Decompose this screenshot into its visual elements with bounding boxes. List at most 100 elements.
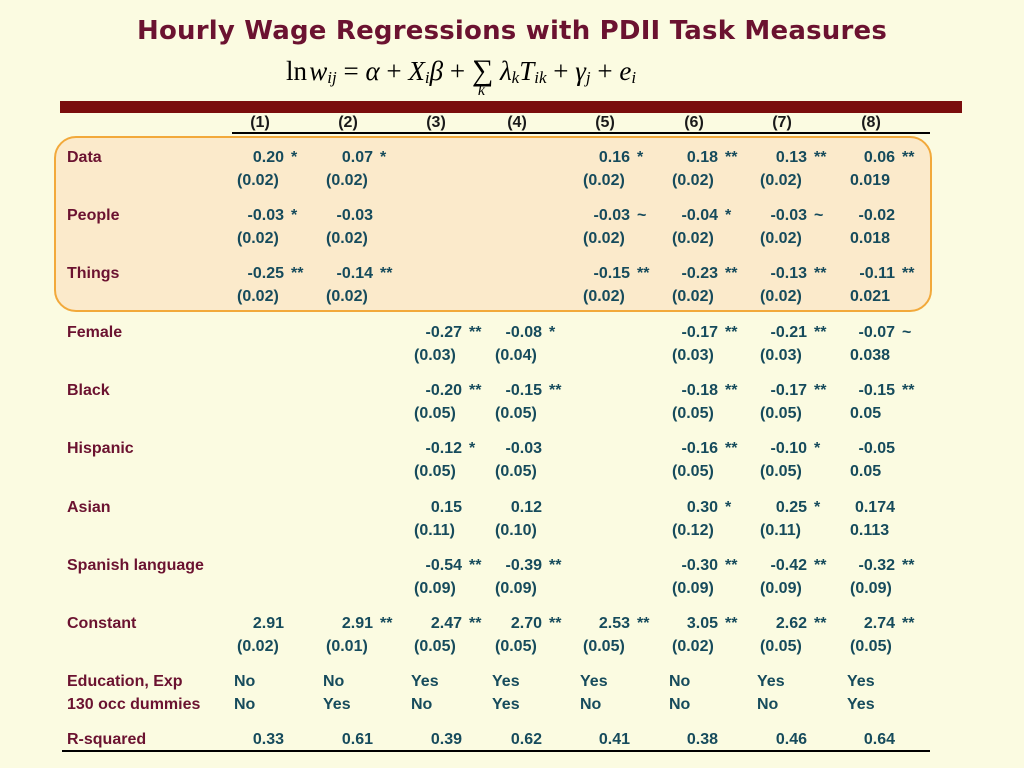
significance-marker: ** bbox=[902, 615, 915, 632]
standard-error: (0.02) bbox=[326, 288, 368, 305]
control-value: No bbox=[411, 696, 433, 713]
rsquared-value: 0.33 bbox=[252, 731, 284, 748]
significance-marker: ~ bbox=[637, 207, 647, 224]
significance-marker: ** bbox=[814, 324, 827, 341]
standard-error: (0.02) bbox=[760, 288, 802, 305]
standard-error: (0.05) bbox=[672, 463, 714, 480]
standard-error: (0.05) bbox=[850, 638, 892, 655]
coefficient: -0.27 bbox=[425, 324, 462, 341]
significance-marker: ** bbox=[380, 265, 393, 282]
standard-error: (0.05) bbox=[495, 638, 537, 655]
significance-marker: ** bbox=[637, 615, 650, 632]
standard-error: (0.02) bbox=[326, 172, 368, 189]
control-value: Yes bbox=[580, 673, 608, 690]
column-header: (6) bbox=[684, 114, 704, 131]
control-value: No bbox=[580, 696, 602, 713]
significance-marker: ** bbox=[814, 265, 827, 282]
regression-equation: ln wij = α + Xiβ + ∑ k λkTik + γj + ei bbox=[286, 54, 637, 99]
control-value: No bbox=[669, 673, 691, 690]
coefficient: 0.06 bbox=[863, 149, 895, 166]
significance-marker: ** bbox=[725, 324, 738, 341]
standard-error: (0.02) bbox=[237, 172, 279, 189]
control-value: Yes bbox=[411, 673, 439, 690]
coefficient: -0.13 bbox=[770, 265, 807, 282]
standard-error: (0.03) bbox=[760, 347, 802, 364]
standard-error: (0.02) bbox=[237, 638, 279, 655]
coefficient: -0.03 bbox=[770, 207, 807, 224]
coefficient: -0.23 bbox=[681, 265, 718, 282]
significance-marker: ** bbox=[549, 557, 562, 574]
coefficient: -0.25 bbox=[247, 265, 284, 282]
row-label: Female bbox=[67, 324, 123, 341]
coefficient: -0.07 bbox=[858, 324, 895, 341]
rsquared-value: 0.64 bbox=[863, 731, 895, 748]
standard-error: (0.05) bbox=[414, 463, 456, 480]
column-header: (8) bbox=[861, 114, 881, 131]
rsquared-value: 0.39 bbox=[430, 731, 462, 748]
standard-error: (0.09) bbox=[672, 580, 714, 597]
standard-error: (0.05) bbox=[495, 405, 537, 422]
coefficient: 2.74 bbox=[863, 615, 895, 632]
significance-marker: * bbox=[814, 499, 821, 516]
coefficient: -0.39 bbox=[505, 557, 542, 574]
coefficient: 0.30 bbox=[686, 499, 718, 516]
row-label: Things bbox=[67, 265, 120, 282]
significance-marker: ** bbox=[469, 557, 482, 574]
significance-marker: ** bbox=[549, 382, 562, 399]
coefficient: -0.15 bbox=[593, 265, 630, 282]
standard-error: (0.04) bbox=[495, 347, 537, 364]
significance-marker: ** bbox=[637, 265, 650, 282]
standard-error: (0.11) bbox=[414, 522, 455, 539]
standard-error: (0.01) bbox=[326, 638, 368, 655]
coefficient: -0.12 bbox=[425, 440, 462, 457]
control-value: Yes bbox=[323, 696, 351, 713]
coefficient: 0.20 bbox=[252, 149, 284, 166]
standard-error: (0.02) bbox=[760, 172, 802, 189]
control-value: Yes bbox=[847, 673, 875, 690]
coefficient: 2.62 bbox=[775, 615, 807, 632]
significance-marker: ** bbox=[469, 324, 482, 341]
control-value: Yes bbox=[492, 673, 520, 690]
slide-title: Hourly Wage Regressions with PDII Task M… bbox=[136, 16, 888, 46]
significance-marker: ** bbox=[469, 382, 482, 399]
significance-marker: ** bbox=[725, 615, 738, 632]
significance-marker: * bbox=[469, 440, 476, 457]
coefficient: -0.11 bbox=[859, 265, 895, 282]
standard-error: (0.09) bbox=[414, 580, 456, 597]
standard-error: (0.02) bbox=[672, 172, 714, 189]
standard-error: (0.02) bbox=[672, 230, 714, 247]
coefficient: 0.13 bbox=[775, 149, 807, 166]
coefficient: -0.02 bbox=[858, 207, 895, 224]
significance-marker: ** bbox=[380, 615, 393, 632]
significance-marker: * bbox=[725, 207, 732, 224]
standard-error: (0.05) bbox=[414, 405, 456, 422]
coefficient: 0.07 bbox=[341, 149, 373, 166]
coefficient: 0.18 bbox=[686, 149, 718, 166]
significance-marker: ** bbox=[725, 440, 738, 457]
coefficient: -0.03 bbox=[593, 207, 630, 224]
row-label: Data bbox=[67, 149, 102, 166]
standard-error: (0.02) bbox=[583, 172, 625, 189]
standard-error: 0.019 bbox=[850, 172, 891, 189]
significance-marker: ** bbox=[291, 265, 304, 282]
significance-marker: ** bbox=[814, 615, 827, 632]
coefficient: -0.18 bbox=[681, 382, 718, 399]
standard-error: 0.05 bbox=[850, 405, 882, 422]
control-value: No bbox=[234, 673, 256, 690]
row-label: People bbox=[67, 207, 120, 224]
coefficient: 3.05 bbox=[686, 615, 718, 632]
coefficient: 0.15 bbox=[430, 499, 462, 516]
coefficient: -0.42 bbox=[770, 557, 807, 574]
coefficient: 2.53 bbox=[598, 615, 630, 632]
coefficient: 0.12 bbox=[510, 499, 542, 516]
standard-error: (0.10) bbox=[495, 522, 537, 539]
column-header: (4) bbox=[507, 114, 527, 131]
significance-marker: * bbox=[380, 149, 387, 166]
coefficient: -0.20 bbox=[425, 382, 462, 399]
control-value: No bbox=[234, 696, 256, 713]
significance-marker: ~ bbox=[814, 207, 824, 224]
header-rule bbox=[232, 132, 930, 134]
significance-marker: ** bbox=[725, 557, 738, 574]
significance-marker: * bbox=[637, 149, 644, 166]
standard-error: (0.02) bbox=[760, 230, 802, 247]
